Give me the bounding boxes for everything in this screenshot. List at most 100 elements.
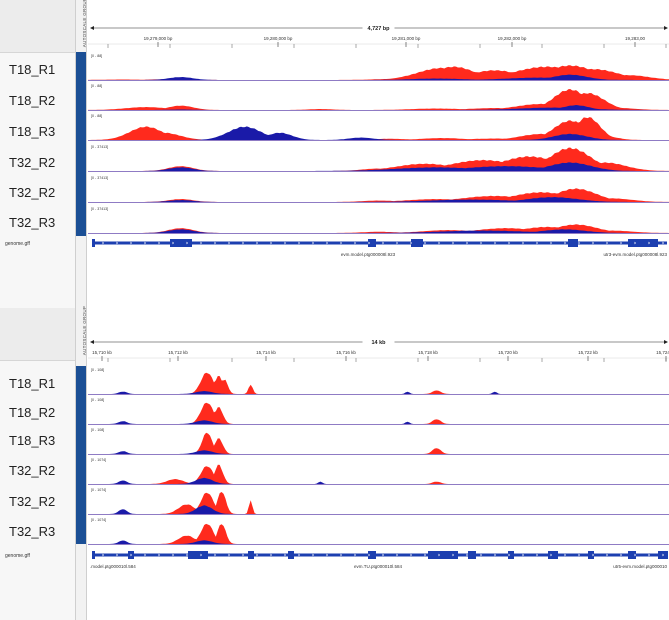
strand-arrow — [549, 241, 553, 245]
strand-arrow — [311, 241, 315, 245]
track-name-column: T18_R1 T18_R2 T18_R3 T32_R2 T32_R2 T32_R… — [0, 0, 75, 308]
data-panel[interactable]: 4,727 bp 19,279,000 bp 19,280,000 bp 19,281… — [88, 0, 669, 308]
strand-arrow — [479, 241, 483, 245]
track-range-label: [0 - 108] — [91, 398, 104, 402]
track-name[interactable]: T32_R2 — [9, 463, 56, 478]
coverage-reverse-area — [88, 162, 669, 171]
gene-exon — [508, 551, 514, 559]
ruler-span-label: 4,727 bp — [367, 26, 390, 32]
strand-arrow — [199, 241, 203, 245]
attribute-color-bar[interactable] — [76, 52, 86, 236]
ruler-tick-label: 19,281,000 bp — [392, 36, 421, 41]
strand-arrow — [577, 553, 581, 557]
track-range-label: [0 - 88] — [91, 84, 102, 88]
track-name[interactable]: T18_R3 — [9, 433, 56, 448]
gene-feature-label: utr3-evm.model.ptg000008l.923 — [603, 252, 667, 257]
data-panel-canvas[interactable]: 14 kb 15,710 kb 15,712 kb 15,714 kb 15,716 k… — [88, 308, 669, 620]
data-panel[interactable]: 14 kb 15,710 kb 15,712 kb 15,714 kb 15,716 k… — [88, 308, 669, 620]
strand-arrow — [269, 553, 273, 557]
strand-arrow — [101, 553, 105, 557]
gene-exon — [428, 551, 458, 559]
gene-exon — [568, 239, 578, 247]
strand-arrow — [185, 241, 189, 245]
track-range-label: [0 - 37413] — [91, 145, 108, 149]
strand-arrow — [157, 553, 161, 557]
gff-track-name[interactable]: genome.gff — [5, 553, 30, 559]
coverage-forward-area — [88, 464, 669, 484]
strand-arrow — [451, 553, 455, 557]
strand-arrow — [311, 553, 315, 557]
strand-arrow — [465, 553, 469, 557]
coverage-forward-area — [88, 402, 669, 424]
strand-arrow — [423, 553, 427, 557]
ruler-tick-label: 15,714 kb — [256, 350, 276, 355]
ruler-right-arrow — [664, 340, 668, 344]
gene-exon — [368, 239, 376, 247]
track-name[interactable]: T32_R3 — [9, 524, 56, 539]
ruler-tick-label: 19,283,00 — [625, 36, 646, 41]
strand-arrow — [115, 241, 119, 245]
track-name[interactable]: T18_R2 — [9, 93, 56, 108]
strand-arrow — [171, 241, 175, 245]
header-spacer — [0, 308, 75, 361]
track-name[interactable]: T18_R1 — [9, 62, 56, 77]
strand-arrow — [451, 241, 455, 245]
gene-feature-label: evm.TU.ptg000010l.584 — [354, 564, 403, 569]
track-name[interactable]: T32_R2 — [9, 185, 56, 200]
gene-exon — [288, 551, 294, 559]
strand-arrow — [395, 553, 399, 557]
track-name[interactable]: T18_R3 — [9, 124, 56, 139]
strand-arrow — [339, 241, 343, 245]
gene-exon — [92, 551, 95, 559]
track-name[interactable]: T32_R3 — [9, 215, 56, 230]
strand-arrow — [199, 553, 203, 557]
track-range-label: [0 - 88] — [91, 114, 102, 118]
strand-arrow — [353, 241, 357, 245]
track-name[interactable]: T32_R2 — [9, 155, 56, 170]
gene-exon — [170, 239, 192, 247]
coverage-reverse-area — [88, 229, 669, 233]
strand-arrow — [213, 553, 217, 557]
strand-arrow — [465, 241, 469, 245]
track-name[interactable]: T18_R2 — [9, 405, 56, 420]
strand-arrow — [353, 553, 357, 557]
strand-arrow — [381, 553, 385, 557]
track-name[interactable]: T18_R1 — [9, 376, 56, 391]
strand-arrow — [367, 553, 371, 557]
ruler-span-bg — [362, 24, 395, 31]
strand-arrow — [591, 241, 595, 245]
ruler-tick-label: 15,724 kb — [656, 350, 669, 355]
strand-arrow — [647, 241, 651, 245]
coverage-forward-area — [88, 117, 669, 140]
gene-exon — [548, 551, 558, 559]
coverage-forward-area — [88, 89, 669, 110]
strand-arrow — [297, 553, 301, 557]
strand-arrow — [255, 553, 259, 557]
coverage-reverse-area — [88, 477, 669, 484]
track-name[interactable]: T32_R2 — [9, 494, 56, 509]
attribute-color-bar[interactable] — [76, 366, 86, 544]
strand-arrow — [493, 241, 497, 245]
strand-arrow — [535, 553, 539, 557]
coverage-reverse-area — [88, 505, 669, 514]
strand-arrow — [493, 553, 497, 557]
gene-exon — [468, 551, 476, 559]
data-panel-canvas[interactable]: 4,727 bp 19,279,000 bp 19,280,000 bp 19,281… — [88, 0, 669, 308]
gene-intron-line — [92, 241, 667, 245]
ruler-span-bg — [362, 338, 395, 345]
gene-exon — [628, 239, 658, 247]
coverage-forward-area — [88, 372, 669, 394]
autoscale-group-label: AUTOSCALE GROUP — [82, 0, 88, 48]
strand-arrow — [241, 553, 245, 557]
strand-arrow — [325, 553, 329, 557]
ruler-tick-label: 15,712 kb — [168, 350, 188, 355]
coverage-forward-area — [88, 432, 669, 454]
coverage-reverse-area — [88, 74, 669, 80]
gene-feature-label: evm.model.ptg000008l.923 — [341, 252, 396, 257]
strand-arrow — [521, 553, 525, 557]
coverage-forward-area — [88, 188, 669, 202]
gene-exon — [368, 551, 376, 559]
gff-track-name[interactable]: genome.gff — [5, 241, 30, 247]
ruler-left-arrow — [90, 26, 94, 30]
strand-arrow — [591, 553, 595, 557]
